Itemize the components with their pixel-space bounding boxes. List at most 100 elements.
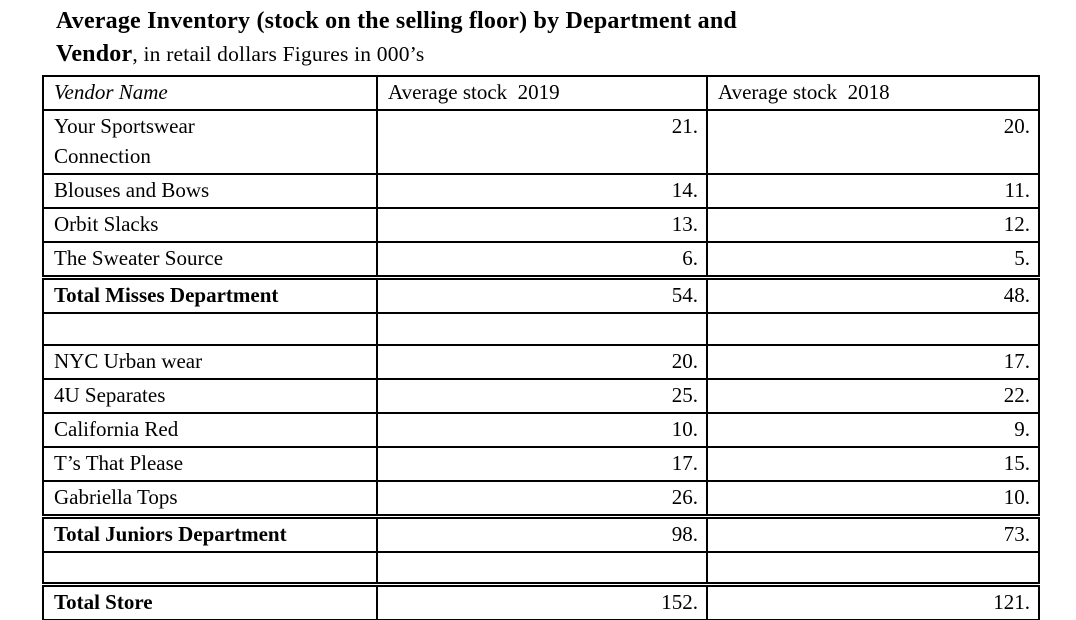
cell-text: 26.	[671, 485, 698, 509]
cell-text: 10.	[1003, 485, 1030, 509]
cell-text: 73.	[1003, 522, 1030, 546]
cell-text: 48.	[1003, 283, 1030, 307]
stock-2018-cell: 9.	[706, 412, 1040, 448]
cell-text: 5.	[1014, 246, 1030, 270]
vendor-name-cell: 4U Separates	[42, 378, 378, 414]
vendor-name-cell: Blouses and Bows	[42, 173, 378, 209]
cell-text: Total Juniors Department	[54, 522, 287, 546]
cell-text: California Red	[54, 417, 179, 441]
vendor-row: Blouses and Bows 14. 11.	[42, 173, 1040, 209]
vendor-name-cell: NYC Urban wear	[42, 344, 378, 380]
inventory-table-body: Your Sportswear Connection 21. 20. Blouses …	[42, 109, 1040, 620]
cell-text: 13.	[671, 212, 698, 236]
stock-2019-cell	[376, 312, 708, 346]
spacer-row	[42, 312, 1040, 346]
vendor-row: Gabriella Tops 26. 10.	[42, 480, 1040, 518]
vendor-row: Your Sportswear Connection 21. 20.	[42, 109, 1040, 175]
total-row: Total Misses Department 54. 48.	[42, 275, 1040, 314]
stock-2019-cell: 14.	[376, 173, 708, 209]
cell-text: 121.	[993, 589, 1030, 614]
title-line2-bold: Vendor	[56, 41, 133, 67]
stock-2019-cell: 17.	[376, 446, 708, 482]
stock-2019-cell: 26.	[376, 480, 708, 518]
spacer-row	[42, 551, 1040, 585]
header-row: Vendor Name Average stock 2019 Average s…	[42, 75, 1040, 111]
cell-text: 22.	[1003, 383, 1030, 407]
cell-text: Total Misses Department	[54, 283, 279, 307]
vendor-row: The Sweater Source 6. 5.	[42, 241, 1040, 279]
cell-text: Your Sportswear Connection	[54, 114, 195, 168]
vendor-name-cell: Your Sportswear Connection	[42, 109, 378, 175]
cell-text: 25.	[671, 383, 698, 407]
cell-text: 12.	[1003, 212, 1030, 236]
vendor-name-cell: T’s That Please	[42, 446, 378, 482]
vendor-row: 4U Separates 25. 22.	[42, 378, 1040, 414]
stock-2018-cell: 15.	[706, 446, 1040, 482]
cell-text: 152.	[661, 589, 698, 614]
cell-text: Blouses and Bows	[54, 178, 210, 202]
stock-2019-cell: 25.	[376, 378, 708, 414]
vendor-name-cell: Gabriella Tops	[42, 480, 378, 518]
vendor-name-cell: The Sweater Source	[42, 241, 378, 279]
cell-text: 20.	[1003, 114, 1030, 138]
vendor-row: T’s That Please 17. 15.	[42, 446, 1040, 482]
stock-2019-cell: 13.	[376, 207, 708, 243]
stock-2018-cell	[706, 312, 1040, 346]
cell-text: 20.	[671, 349, 698, 373]
cell-text: Total Store	[54, 589, 153, 614]
cell-text: 9.	[1014, 417, 1030, 441]
column-header-stock-2018: Average stock 2018	[706, 75, 1040, 111]
title-subtitle: , in retail dollars Figures in 000’s	[132, 42, 425, 66]
stock-2019-cell: 98.	[376, 514, 708, 553]
title-line1: Average Inventory (stock on the selling …	[56, 8, 737, 34]
stock-2018-cell: 10.	[706, 480, 1040, 518]
vendor-name-cell: California Red	[42, 412, 378, 448]
cell-text: T’s That Please	[54, 451, 184, 475]
cell-text: 15.	[1003, 451, 1030, 475]
cell-text: NYC Urban wear	[54, 349, 203, 373]
cell-text: 21.	[671, 114, 698, 138]
cell-text: 10.	[671, 417, 698, 441]
document-title: Average Inventory (stock on the selling …	[56, 5, 1016, 71]
cell-text: 11.	[1004, 178, 1030, 202]
cell-text: Orbit Slacks	[54, 212, 159, 236]
stock-2018-cell: 48.	[706, 275, 1040, 314]
vendor-name-cell: Orbit Slacks	[42, 207, 378, 243]
cell-text: 17.	[671, 451, 698, 475]
cell-text: 14.	[671, 178, 698, 202]
cell-text: 54.	[671, 283, 698, 307]
stock-2019-cell: 20.	[376, 344, 708, 380]
vendor-name-cell	[42, 312, 378, 346]
total-row: Total Store 152. 121.	[42, 581, 1040, 620]
stock-2019-cell	[376, 551, 708, 585]
stock-2018-cell	[706, 551, 1040, 585]
inventory-table: Vendor Name Average stock 2019 Average s…	[42, 75, 1040, 620]
stock-2018-cell: 5.	[706, 241, 1040, 279]
cell-text: 4U Separates	[54, 383, 166, 407]
stock-2018-cell: 11.	[706, 173, 1040, 209]
column-header-stock-2019: Average stock 2019	[376, 75, 708, 111]
stock-2018-cell: 22.	[706, 378, 1040, 414]
cell-text: The Sweater Source	[54, 246, 224, 270]
vendor-name-cell: Total Misses Department	[42, 275, 378, 314]
stock-2019-cell: 6.	[376, 241, 708, 279]
stock-2018-cell: 73.	[706, 514, 1040, 553]
total-row: Total Juniors Department 98. 73.	[42, 514, 1040, 553]
vendor-name-cell	[42, 551, 378, 585]
vendor-row: Orbit Slacks 13. 12.	[42, 207, 1040, 243]
vendor-name-cell: Total Store	[42, 581, 378, 620]
stock-2019-cell: 10.	[376, 412, 708, 448]
cell-text: Gabriella Tops	[54, 485, 178, 509]
cell-text: 17.	[1003, 349, 1030, 373]
stock-2019-cell: 54.	[376, 275, 708, 314]
vendor-name-cell: Total Juniors Department	[42, 514, 378, 553]
stock-2019-cell: 152.	[376, 581, 708, 620]
cell-text: 6.	[682, 246, 698, 270]
stock-2018-cell: 17.	[706, 344, 1040, 380]
vendor-row: California Red 10. 9.	[42, 412, 1040, 448]
stock-2018-cell: 20.	[706, 109, 1040, 175]
column-header-vendor-name: Vendor Name	[42, 75, 378, 111]
stock-2018-cell: 121.	[706, 581, 1040, 620]
stock-2018-cell: 12.	[706, 207, 1040, 243]
